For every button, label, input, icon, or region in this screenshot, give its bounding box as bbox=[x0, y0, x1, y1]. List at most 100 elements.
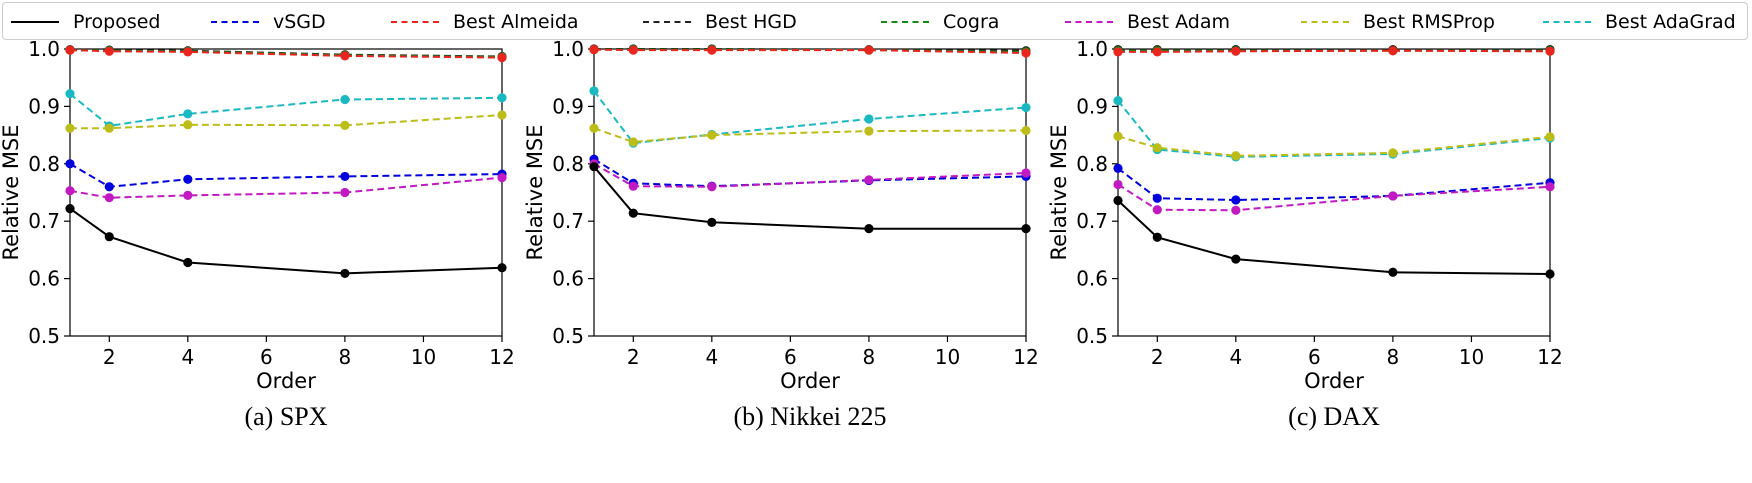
data-point bbox=[1388, 148, 1398, 158]
data-point bbox=[628, 181, 638, 191]
y-tick-label: 0.8 bbox=[28, 152, 60, 176]
data-point bbox=[1021, 48, 1031, 58]
series-cogra bbox=[65, 45, 507, 62]
chart-c-dax: 0.5 0.6 0.7 0.8 0.9 1.0 2 4 6 8 10 12 Order Relative … bbox=[1047, 37, 1563, 431]
data-point bbox=[497, 110, 507, 120]
legend-label: Best Adam bbox=[1127, 11, 1230, 33]
y-tick-label: 0.8 bbox=[552, 152, 584, 176]
series-line bbox=[593, 166, 1026, 230]
data-point bbox=[183, 257, 193, 268]
series-best-adam bbox=[589, 159, 1031, 192]
series-proposed bbox=[589, 162, 1031, 234]
series-cogra bbox=[1113, 46, 1555, 56]
plot-area bbox=[1117, 48, 1551, 337]
data-point bbox=[1545, 46, 1555, 56]
series-best-rmsprop bbox=[65, 110, 507, 133]
x-tick-label: 4 bbox=[181, 345, 194, 369]
y-tick-label: 0.6 bbox=[552, 267, 584, 291]
x-tick-label: 2 bbox=[103, 345, 116, 369]
series-line bbox=[593, 48, 1027, 54]
data-point bbox=[104, 193, 114, 203]
series-line bbox=[1117, 135, 1551, 157]
data-point bbox=[864, 175, 874, 185]
data-point bbox=[1231, 195, 1241, 205]
data-point bbox=[864, 45, 874, 55]
chart-caption: (c) DAX bbox=[1288, 402, 1380, 431]
y-tick-label: 0.9 bbox=[552, 94, 584, 118]
series-best-almeida bbox=[65, 45, 507, 63]
data-point bbox=[104, 182, 114, 192]
series-line bbox=[69, 176, 503, 199]
legend-item-best-almeida: Best Almeida bbox=[391, 3, 579, 41]
data-point bbox=[1545, 132, 1555, 142]
data-point bbox=[1113, 47, 1123, 57]
legend: Proposed vSGD Best Almeida Best HGD Cogra Bes… bbox=[2, 2, 1748, 40]
data-point bbox=[628, 45, 638, 55]
series-proposed bbox=[1113, 195, 1555, 279]
series-vsgd bbox=[1113, 163, 1555, 205]
data-point bbox=[1545, 182, 1555, 192]
data-point bbox=[1021, 102, 1031, 113]
data-point bbox=[340, 94, 350, 105]
y-tick-label: 0.7 bbox=[28, 209, 60, 233]
data-point bbox=[1388, 267, 1398, 277]
legend-line bbox=[1301, 21, 1349, 23]
data-point bbox=[1231, 254, 1241, 264]
data-point bbox=[65, 203, 75, 214]
y-tick-label: 0.9 bbox=[1076, 94, 1108, 118]
x-tick-label: 4 bbox=[705, 345, 718, 369]
data-point bbox=[497, 263, 507, 273]
data-point bbox=[340, 51, 350, 61]
y-tick-label: 0.6 bbox=[1076, 267, 1108, 291]
data-point bbox=[589, 123, 599, 133]
series-proposed bbox=[65, 203, 507, 279]
data-point bbox=[707, 182, 717, 192]
data-point bbox=[1113, 131, 1123, 141]
x-axis-label: Order bbox=[1304, 369, 1364, 393]
y-tick-label: 0.9 bbox=[28, 94, 60, 118]
data-point bbox=[1231, 151, 1241, 161]
y-tick-label: 1.0 bbox=[1076, 37, 1108, 61]
data-point bbox=[589, 162, 599, 172]
data-point bbox=[1388, 46, 1398, 56]
x-tick-label: 8 bbox=[339, 345, 352, 369]
data-point bbox=[104, 123, 114, 133]
data-point bbox=[183, 120, 193, 130]
legend-line bbox=[1065, 21, 1113, 23]
data-point bbox=[1152, 232, 1162, 242]
x-axis-label: Order bbox=[256, 369, 316, 393]
x-tick-label: 6 bbox=[784, 345, 797, 369]
chart-b-nikkei-225: 0.5 0.6 0.7 0.8 0.9 1.0 2 4 6 8 10 12 Order Relative … bbox=[523, 37, 1039, 431]
chart-caption: (a) SPX bbox=[244, 402, 327, 431]
data-point bbox=[589, 44, 599, 55]
x-tick-label: 6 bbox=[260, 345, 273, 369]
data-point bbox=[1113, 179, 1123, 190]
data-point bbox=[1113, 195, 1123, 206]
series-line bbox=[70, 114, 503, 130]
series-best-adagrad bbox=[65, 89, 507, 131]
x-tick-label: 2 bbox=[1151, 345, 1164, 369]
series-line bbox=[1117, 199, 1551, 275]
series-line bbox=[593, 127, 1027, 144]
x-tick-label: 6 bbox=[1308, 345, 1321, 369]
legend-label: Best RMSProp bbox=[1363, 11, 1495, 33]
data-point bbox=[183, 190, 193, 200]
x-tick-label: 10 bbox=[411, 345, 436, 369]
legend-item-cogra: Cogra bbox=[881, 3, 999, 41]
data-point bbox=[183, 47, 193, 57]
legend-line bbox=[643, 21, 691, 23]
y-axis-label: Relative MSE bbox=[1047, 124, 1071, 260]
x-tick-label: 12 bbox=[489, 345, 514, 369]
y-tick-label: 0.5 bbox=[28, 324, 60, 348]
series-line bbox=[1117, 100, 1551, 158]
x-tick-label: 8 bbox=[1387, 345, 1400, 369]
y-tick-label: 0.7 bbox=[1076, 209, 1108, 233]
data-point bbox=[340, 187, 350, 198]
series-best-rmsprop bbox=[589, 123, 1031, 147]
legend-item-vsgd: vSGD bbox=[211, 3, 326, 41]
y-tick-label: 0.5 bbox=[1076, 324, 1108, 348]
data-point bbox=[183, 174, 193, 184]
data-point bbox=[104, 232, 114, 242]
x-tick-label: 4 bbox=[1229, 345, 1242, 369]
x-tick-label: 10 bbox=[935, 345, 960, 369]
